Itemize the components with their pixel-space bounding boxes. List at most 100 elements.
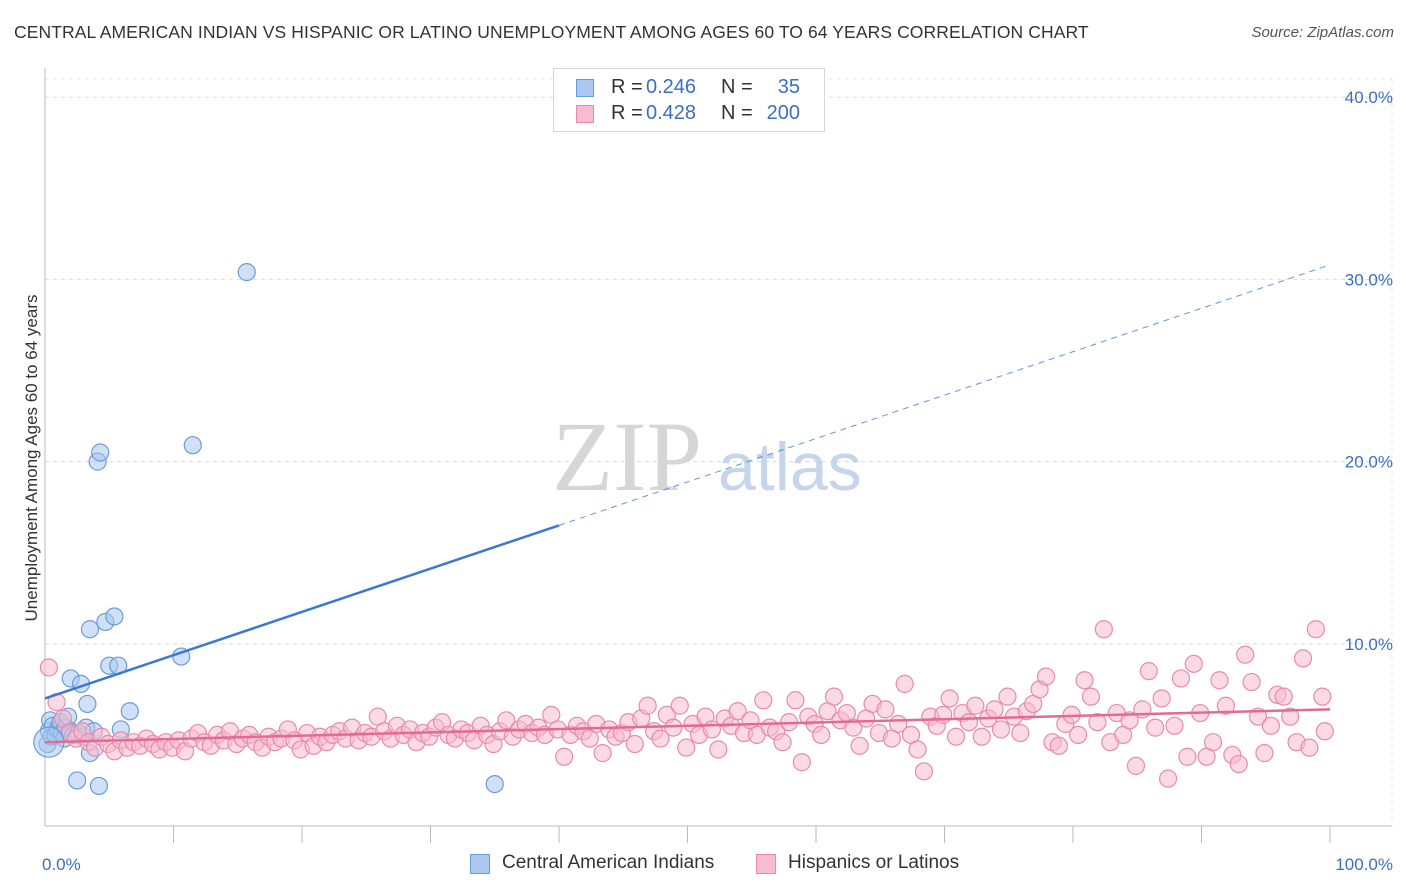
point-hispanics-or-latinos [786, 691, 805, 710]
point-central-american-indians [183, 436, 202, 455]
point-central-american-indians [80, 620, 100, 639]
point-hispanics-or-latinos [664, 718, 683, 737]
bottom-legend-label: Central American Indians [502, 852, 715, 873]
point-hispanics-or-latinos [773, 733, 792, 752]
y-tick-label: 10.0% [1345, 635, 1393, 654]
point-hispanics-or-latinos [824, 687, 844, 706]
point-hispanics-or-latinos [593, 744, 612, 763]
legend-n-label: N = [721, 102, 753, 124]
trend-line-central-american-indians [44, 524, 560, 700]
bottom-legend-swatch-blue [470, 854, 490, 874]
watermark-atlas: atlas [718, 429, 862, 505]
point-hispanics-or-latinos [677, 738, 696, 757]
point-hispanics-or-latinos [1236, 645, 1255, 664]
point-hispanics-or-latinos [754, 691, 773, 710]
point-hispanics-or-latinos [625, 734, 644, 754]
point-hispanics-or-latinos [1293, 649, 1313, 668]
point-hispanics-or-latinos [1139, 662, 1158, 681]
point-hispanics-or-latinos [792, 753, 811, 772]
point-hispanics-or-latinos [1216, 696, 1236, 715]
point-hispanics-or-latinos [728, 702, 747, 721]
chart-title: CENTRAL AMERICAN INDIAN VS HISPANIC OR L… [14, 22, 1089, 42]
point-hispanics-or-latinos [966, 696, 985, 715]
point-hispanics-or-latinos [670, 696, 689, 715]
point-central-american-indians [105, 607, 124, 626]
point-hispanics-or-latinos [850, 736, 869, 755]
legend-r-label: R = [611, 102, 643, 124]
point-central-american-indians [78, 694, 97, 714]
point-central-american-indians [91, 443, 110, 462]
point-hispanics-or-latinos [1261, 716, 1280, 735]
legend-n-label: N = [721, 76, 753, 98]
point-hispanics-or-latinos [1011, 723, 1030, 743]
x-tick-label: 100.0% [1335, 855, 1393, 874]
legend-r-value: 0.428 [646, 102, 697, 124]
bottom-legend-swatch-pink [756, 854, 776, 874]
point-hispanics-or-latinos [651, 729, 670, 748]
legend-n-value: 200 [766, 102, 800, 124]
point-hispanics-or-latinos [1242, 672, 1261, 692]
point-hispanics-or-latinos [1171, 669, 1191, 688]
point-hispanics-or-latinos [959, 713, 979, 732]
point-hispanics-or-latinos [1036, 667, 1056, 686]
point-hispanics-or-latinos [946, 727, 966, 746]
point-central-american-indians [89, 776, 109, 796]
point-hispanics-or-latinos [1313, 687, 1332, 706]
legend-swatch-pink [576, 105, 594, 123]
point-hispanics-or-latinos [1049, 736, 1068, 755]
point-hispanics-or-latinos [1158, 769, 1178, 788]
legend: R = 0.246 N = 35 R = 0.428 N = 200 [553, 68, 825, 132]
point-hispanics-or-latinos [1094, 620, 1113, 639]
point-hispanics-or-latinos [497, 711, 516, 730]
point-hispanics-or-latinos [972, 727, 991, 746]
point-hispanics-or-latinos [908, 740, 927, 759]
trend-lines [44, 264, 1331, 744]
y-axis-label: Unemployment Among Ages 60 to 64 years [22, 295, 41, 622]
point-hispanics-or-latinos [876, 700, 895, 719]
point-hispanics-or-latinos [1178, 747, 1197, 766]
legend-n-value: 35 [777, 76, 800, 98]
point-hispanics-or-latinos [1315, 722, 1334, 741]
point-hispanics-or-latinos [998, 687, 1017, 706]
legend-r-label: R = [611, 76, 643, 98]
tick-labels: 10.0% 20.0% 30.0% 40.0% 0.0% 100.0% [42, 88, 1393, 874]
point-hispanics-or-latinos [1165, 716, 1184, 735]
point-central-american-indians [68, 771, 87, 790]
point-hispanics-or-latinos [1203, 733, 1223, 752]
point-hispanics-or-latinos [1081, 687, 1101, 706]
axes [44, 68, 1392, 843]
point-hispanics-or-latinos [1088, 713, 1107, 732]
point-hispanics-or-latinos [1210, 671, 1229, 690]
y-tick-label: 30.0% [1345, 270, 1393, 289]
bottom-legend-label: Hispanics or Latinos [788, 852, 960, 873]
point-hispanics-or-latinos [638, 696, 657, 715]
watermark-zip: ZIP [552, 401, 702, 512]
point-hispanics-or-latinos [1120, 711, 1139, 730]
point-hispanics-or-latinos [1229, 754, 1248, 774]
point-hispanics-or-latinos [1146, 718, 1165, 737]
point-hispanics-or-latinos [1075, 671, 1094, 690]
point-hispanics-or-latinos [1184, 654, 1203, 673]
point-hispanics-or-latinos [895, 674, 914, 693]
point-hispanics-or-latinos [1306, 620, 1325, 639]
point-central-american-indians [237, 263, 256, 282]
point-hispanics-or-latinos [844, 718, 863, 737]
point-central-american-indians [485, 774, 504, 794]
point-hispanics-or-latinos [1281, 707, 1300, 726]
trend-line-extension-central-american-indians [558, 264, 1331, 526]
point-central-american-indians [120, 702, 139, 721]
point-hispanics-or-latinos [1274, 687, 1293, 706]
point-hispanics-or-latinos [914, 762, 934, 781]
point-hispanics-or-latinos [991, 720, 1011, 739]
y-tick-label: 40.0% [1345, 88, 1393, 107]
point-hispanics-or-latinos [1069, 725, 1088, 745]
point-hispanics-or-latinos [1255, 744, 1274, 763]
x-tick-label: 0.0% [42, 855, 81, 874]
point-hispanics-or-latinos [1152, 689, 1171, 708]
y-tick-label: 20.0% [1345, 453, 1393, 472]
point-hispanics-or-latinos [985, 700, 1004, 719]
point-hispanics-or-latinos [934, 705, 953, 724]
point-hispanics-or-latinos [39, 658, 58, 677]
point-hispanics-or-latinos [812, 725, 831, 745]
